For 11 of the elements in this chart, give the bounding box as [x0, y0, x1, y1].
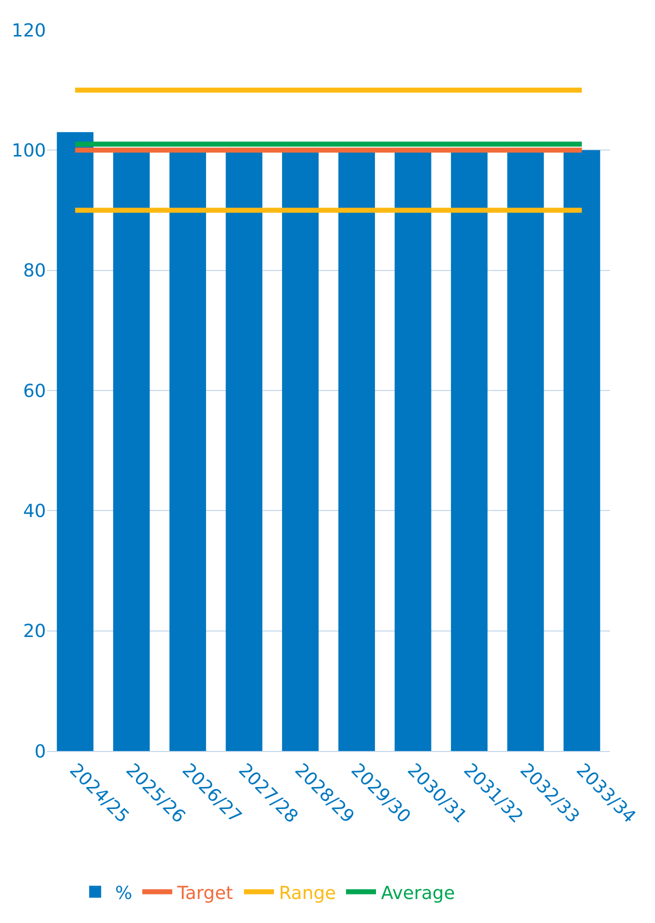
legend-label: % — [115, 882, 132, 904]
y-tick-label: 0 — [34, 741, 46, 762]
y-tick-label: 120 — [12, 20, 46, 42]
y-tick-label: 100 — [12, 140, 46, 162]
y-tick-label: 20 — [23, 621, 46, 642]
y-tick-label: 40 — [23, 500, 46, 522]
legend-label: Range — [278, 882, 336, 904]
y-tick-label: 60 — [23, 380, 46, 402]
legend-label: Target — [176, 882, 233, 904]
y-tick-label: 80 — [23, 260, 46, 282]
legend-label: Average — [381, 882, 455, 904]
